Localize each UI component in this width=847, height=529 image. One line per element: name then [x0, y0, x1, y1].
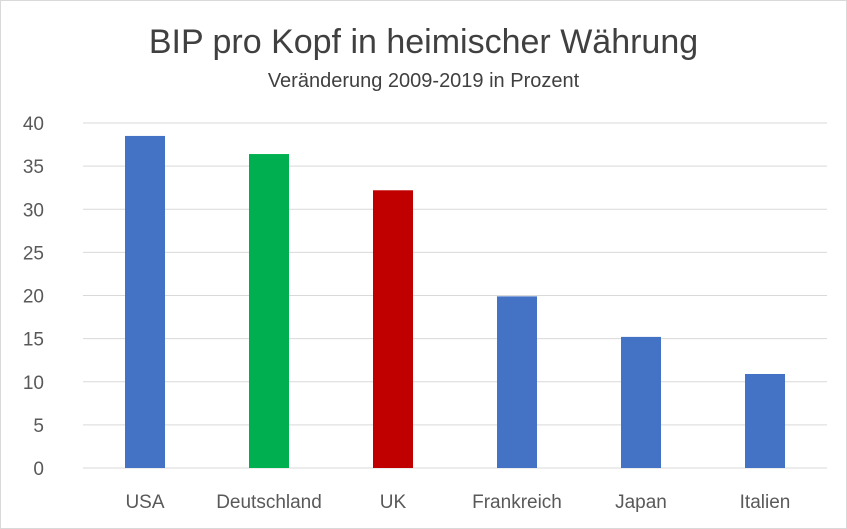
x-tick-label: Frankreich	[472, 492, 562, 513]
y-tick-label: 35	[23, 157, 44, 178]
y-tick-label: 20	[23, 287, 44, 308]
x-tick-label: Italien	[740, 492, 791, 513]
bar-deutschland	[249, 154, 289, 469]
bar-usa	[125, 135, 165, 468]
x-tick-label: UK	[380, 492, 407, 513]
bar-italien	[745, 373, 785, 468]
y-tick-label: 25	[23, 243, 44, 264]
y-tick-label: 30	[23, 200, 44, 221]
x-tick-label: Japan	[615, 492, 667, 513]
y-tick-label: 5	[33, 416, 44, 437]
bar-frankreich	[497, 296, 537, 468]
x-tick-label: USA	[125, 492, 164, 513]
y-axis-ticks: 0 5 10 15 20 25 30 35 40	[23, 114, 44, 480]
bars	[125, 135, 785, 469]
chart-title: BIP pro Kopf in heimischer Währung	[148, 23, 699, 61]
y-tick-label: 0	[33, 459, 44, 480]
x-axis-ticks: USA Deutschland UK Frankreich Japan Italien	[125, 492, 790, 513]
bar-japan	[621, 336, 661, 468]
chart-subtitle: Veränderung 2009-2019 in Prozent	[267, 70, 580, 92]
bar-uk	[373, 190, 413, 468]
x-tick-label: Deutschland	[216, 492, 322, 513]
y-tick-label: 40	[23, 114, 44, 135]
y-tick-label: 10	[23, 373, 44, 394]
gridlines	[83, 122, 827, 469]
y-tick-label: 15	[23, 330, 44, 351]
